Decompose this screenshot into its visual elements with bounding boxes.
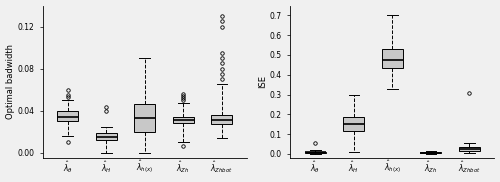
- PathPatch shape: [459, 147, 480, 151]
- PathPatch shape: [134, 104, 156, 132]
- Y-axis label: ISE: ISE: [258, 75, 267, 88]
- PathPatch shape: [420, 152, 442, 153]
- PathPatch shape: [57, 110, 78, 121]
- Y-axis label: Optimal badwidth: Optimal badwidth: [6, 44, 15, 119]
- PathPatch shape: [382, 49, 403, 68]
- PathPatch shape: [211, 115, 233, 124]
- PathPatch shape: [96, 133, 117, 140]
- PathPatch shape: [304, 152, 326, 153]
- PathPatch shape: [172, 117, 194, 123]
- PathPatch shape: [343, 117, 364, 131]
